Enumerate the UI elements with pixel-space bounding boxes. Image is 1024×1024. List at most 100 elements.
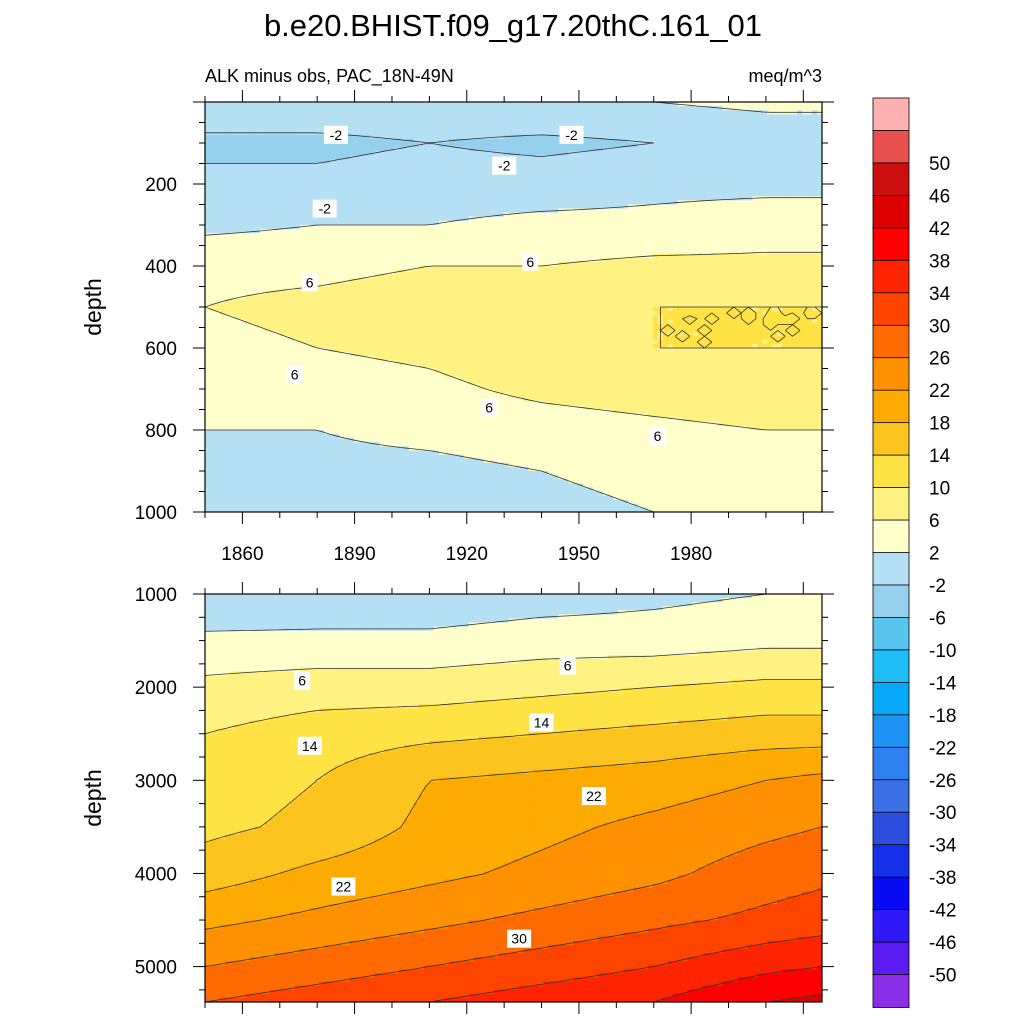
contour-cell [359,151,365,156]
contour-cell [573,245,579,251]
contour-cell [389,208,395,214]
contour-cell [782,171,788,177]
contour-cell [309,200,316,206]
contour-cell [707,196,714,201]
contour-cell [652,102,659,107]
contour-cell [792,220,798,226]
contour-cell [707,106,714,111]
contour-cell [334,163,340,169]
contour-cell [458,220,465,226]
contour-cell [423,196,430,201]
contour-cell [379,237,385,242]
contour-cell [463,110,470,115]
contour-cell [697,155,704,160]
contour-cell [667,138,674,144]
contour-cell [339,155,345,160]
contour-cell [548,237,554,242]
contour-cell [637,216,644,222]
contour-cell [762,118,768,124]
contour-cell [528,163,535,169]
contour-cell [374,147,380,152]
contour-cell [284,192,291,197]
contour-cell [598,171,604,177]
contour-cell [289,208,296,214]
contour-cell [762,261,768,267]
contour-cell [224,155,231,160]
contour-cell [762,184,768,189]
contour-cell [742,163,748,169]
contour-cell [279,208,286,214]
contour-cell [583,138,589,144]
contour-cell [817,159,822,165]
contour-cell [289,151,296,156]
contour-cell [389,134,395,140]
contour-cell [205,126,211,132]
contour-cell [767,208,773,214]
contour-cell [752,196,758,201]
contour-cell [583,114,589,119]
contour-cell [234,245,241,251]
contour-cell [224,196,231,201]
contour-cell [558,171,564,177]
contour-cell [354,204,360,210]
contour-cell [563,147,569,152]
contour-cell [384,249,390,255]
contour-cell [777,225,783,230]
contour-cell [319,102,326,107]
contour-cell [314,110,321,115]
contour-cell [657,106,664,111]
contour-cell [677,175,684,181]
contour-cell [384,208,390,214]
contour-cell [523,155,530,160]
contour-cell [404,171,410,177]
contour-cell [214,167,221,173]
contour-cell [687,138,694,144]
contour-cell [374,175,380,181]
contour-cell [757,233,763,238]
contour-cell [404,216,410,222]
contour-cell [682,204,689,210]
contour-cell [608,196,614,201]
contour-cell [692,229,699,234]
contour-cell [294,216,301,222]
contour-cell [797,253,803,259]
contour-cell [817,204,822,210]
contour-cell [613,175,619,181]
contour-cell [787,237,793,242]
contour-cell [433,130,440,136]
contour-cell [762,110,768,115]
contour-cell [359,175,365,181]
contour-cell [299,212,306,218]
contour-cell [389,184,395,189]
contour-cell [319,229,326,234]
contour-cell [354,245,360,251]
contour-cell [369,196,375,201]
contour-cell [239,171,246,177]
contour-cell [284,212,291,218]
contour-cell [249,118,256,124]
contour-cell [478,163,485,169]
contour-cell [279,147,286,152]
contour-cell [219,159,226,165]
contour-cell [374,233,380,238]
contour-cell [374,220,380,226]
contour-cell [523,106,530,111]
contour-cell [627,171,634,177]
contour-cell [264,266,271,271]
contour-cell [239,126,246,132]
contour-cell [299,245,306,251]
contour-cell [652,138,659,144]
contour-cell [558,106,564,111]
contour-cell [259,114,266,119]
contour-cell [782,253,788,259]
contour-cell [737,241,743,247]
contour-cell [339,233,345,238]
contour-cell [488,257,495,263]
contour-cell [259,167,266,173]
contour-cell [647,167,654,173]
contour-cell [613,179,619,185]
contour-cell [229,159,236,165]
contour-cell [702,188,709,193]
contour-cell [339,143,345,148]
contour-cell [777,216,783,222]
